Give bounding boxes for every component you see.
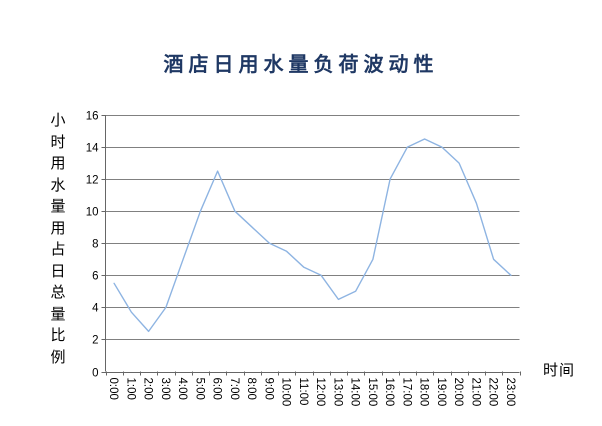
y-tick-label: 6: [92, 271, 98, 283]
x-tick-label: 9:00: [262, 378, 274, 400]
x-tick-label: 12:00: [314, 378, 326, 407]
y-axis-title-char: 日: [50, 262, 66, 280]
x-tick-label: 23:00: [504, 378, 516, 407]
x-tick-label: 5:00: [193, 378, 205, 400]
y-tick-label: 0: [92, 368, 98, 380]
y-axis-title-char: 用: [50, 155, 66, 172]
x-tick-label: 17:00: [400, 378, 412, 407]
series-line: [113, 138, 512, 333]
y-tick-label: 16: [86, 111, 99, 123]
y-axis-title-char: 量: [50, 305, 66, 323]
y-axis-title-char: 水: [50, 176, 66, 194]
x-tick-label: 22:00: [487, 378, 499, 407]
y-axis-title-char: 小: [50, 112, 66, 129]
chart-title: 酒店日用水量负荷波动性: [163, 54, 439, 76]
y-axis-title-char: 量: [50, 198, 66, 215]
x-tick-label: 6:00: [211, 378, 223, 400]
y-axis-title-char: 总: [50, 284, 66, 301]
x-tick-label: 0:00: [107, 378, 119, 400]
y-axis-title-char: 比: [50, 327, 66, 344]
y-tick-label: 10: [86, 207, 99, 219]
x-tick-label: 21:00: [469, 378, 481, 407]
y-tick-label: 2: [92, 335, 98, 347]
y-tick-label: 12: [86, 175, 99, 187]
x-tick-label: 19:00: [435, 378, 447, 407]
x-tick-label: 15:00: [366, 378, 378, 407]
x-tick-label: 2:00: [142, 378, 154, 400]
y-tick-label: 14: [86, 143, 99, 155]
x-tick-label: 11:00: [297, 378, 309, 406]
x-tick-label: 14:00: [349, 378, 361, 407]
x-tick-label: 10:00: [280, 378, 292, 407]
y-axis-title-char: 例: [50, 348, 66, 366]
x-axis-title: 时间: [543, 362, 576, 379]
x-tick-label: 8:00: [245, 378, 257, 400]
x-tick-label: 4:00: [176, 378, 188, 400]
x-tick-label: 7:00: [228, 378, 240, 400]
y-tick-label: 8: [92, 239, 98, 251]
x-tick-label: 3:00: [159, 378, 171, 400]
x-tick-label: 20:00: [452, 378, 464, 407]
x-tick-label: 18:00: [418, 378, 430, 407]
y-axis-title-char: 用: [50, 219, 66, 237]
y-tick-label: 4: [92, 303, 99, 315]
y-axis-title: 小时用水量用占日总量比例: [48, 110, 68, 368]
x-tick-label: 16:00: [383, 378, 395, 407]
y-axis-title-char: 占: [50, 241, 66, 258]
y-axis-title-char: 时: [50, 133, 66, 151]
x-tick-label: 1:00: [124, 378, 136, 400]
x-tick-label: 13:00: [331, 378, 343, 407]
